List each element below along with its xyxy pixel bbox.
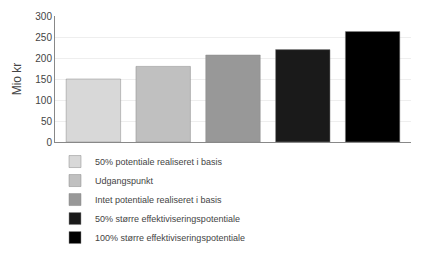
- svg-text:150: 150: [35, 74, 52, 85]
- svg-text:200: 200: [35, 53, 52, 64]
- svg-text:250: 250: [35, 32, 52, 43]
- svg-text:Udgangspunkt: Udgangspunkt: [95, 176, 154, 186]
- svg-text:100% større effektiviseringspo: 100% større effektiviseringspotentiale: [95, 233, 245, 243]
- svg-text:50% større effektiviseringspot: 50% større effektiviseringspotentiale: [95, 214, 240, 224]
- svg-text:100: 100: [35, 95, 52, 106]
- svg-text:300: 300: [35, 11, 52, 22]
- svg-text:50: 50: [41, 116, 53, 127]
- svg-text:0: 0: [46, 137, 52, 148]
- svg-text:Mio kr: Mio kr: [10, 63, 24, 96]
- svg-text:50% potentiale realiseret i ba: 50% potentiale realiseret i basis: [95, 157, 223, 167]
- svg-text:Intet potentiale realiseret i: Intet potentiale realiseret i basis: [95, 195, 222, 205]
